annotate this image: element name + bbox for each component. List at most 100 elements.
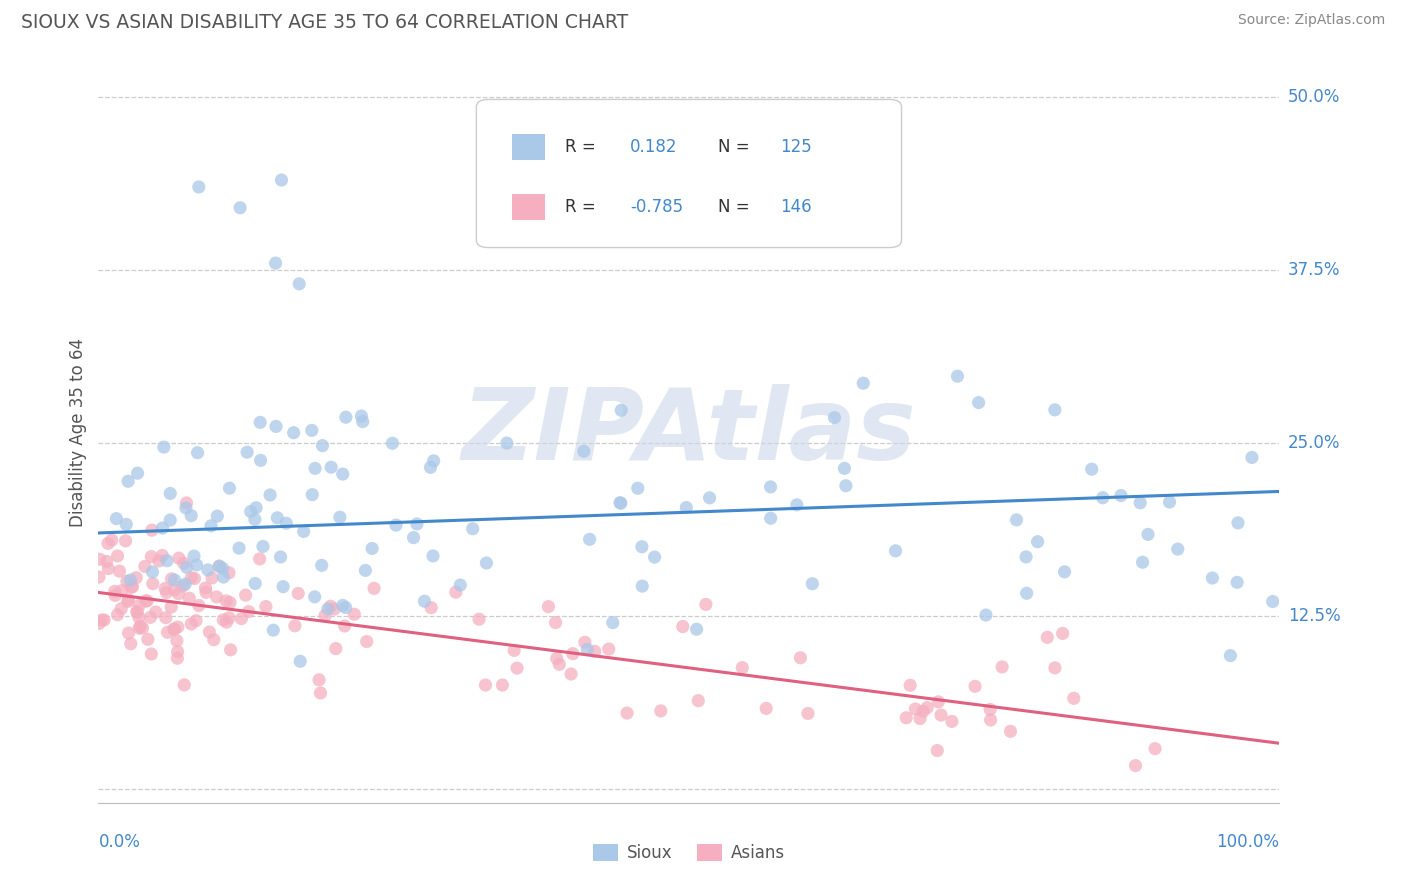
Point — [254, 599, 277, 614]
Point — [184, 614, 207, 628]
Point — [212, 570, 235, 584]
Point — [786, 498, 808, 512]
Point — [335, 600, 357, 615]
Point — [128, 610, 150, 624]
Point — [1015, 549, 1038, 564]
Point — [576, 642, 599, 657]
Point — [139, 610, 162, 624]
Point — [141, 565, 163, 579]
Point — [301, 423, 323, 437]
Point — [1240, 450, 1263, 465]
Point — [104, 588, 127, 602]
Point — [967, 395, 990, 409]
Point — [262, 623, 284, 637]
Point — [166, 651, 188, 665]
Point — [156, 554, 179, 568]
Point — [120, 573, 142, 587]
Point — [361, 541, 384, 556]
Point — [1219, 648, 1241, 663]
Point — [156, 625, 179, 640]
Point — [245, 576, 267, 591]
Point — [249, 453, 271, 467]
Point — [991, 660, 1014, 674]
Point — [402, 531, 425, 545]
Point — [174, 577, 197, 591]
Point — [215, 615, 238, 629]
Point — [117, 626, 139, 640]
Point — [461, 522, 484, 536]
Point — [187, 446, 209, 460]
Point — [215, 594, 238, 608]
Point — [107, 607, 129, 622]
Point — [125, 606, 148, 620]
Point — [110, 601, 132, 615]
Point — [602, 615, 624, 630]
Point — [627, 481, 650, 495]
Point — [965, 679, 987, 693]
Point — [449, 578, 471, 592]
Point — [166, 645, 188, 659]
Point — [141, 549, 163, 564]
Text: 125: 125 — [780, 138, 811, 156]
Point — [183, 549, 205, 563]
Point — [183, 571, 205, 585]
Point — [100, 533, 122, 547]
Text: 37.5%: 37.5% — [1288, 261, 1340, 279]
Point — [218, 611, 240, 625]
Legend: Sioux, Asians: Sioux, Asians — [586, 837, 792, 869]
Point — [180, 508, 202, 523]
Point — [915, 700, 938, 714]
Point — [249, 552, 271, 566]
Text: 25.0%: 25.0% — [1288, 434, 1340, 452]
Point — [672, 619, 695, 633]
Point — [90, 613, 112, 627]
Point — [325, 641, 347, 656]
Point — [1036, 630, 1059, 644]
Point — [537, 599, 560, 614]
Point — [1129, 496, 1152, 510]
Point — [187, 180, 209, 194]
Point — [87, 570, 110, 584]
Point — [173, 678, 195, 692]
Point — [134, 559, 156, 574]
Point — [616, 706, 638, 720]
Point — [141, 647, 163, 661]
Point — [974, 608, 997, 623]
Point — [852, 376, 875, 391]
Point — [159, 486, 181, 500]
Point — [167, 551, 190, 566]
Point — [329, 510, 352, 524]
Point — [128, 621, 150, 635]
Point — [197, 563, 219, 577]
Point — [292, 524, 315, 539]
Point — [413, 594, 436, 608]
Point — [218, 566, 240, 580]
Point — [316, 602, 339, 616]
Point — [343, 607, 366, 622]
Point — [125, 604, 148, 618]
Point — [929, 708, 952, 723]
Point — [422, 454, 444, 468]
Point — [155, 610, 177, 624]
FancyBboxPatch shape — [512, 134, 546, 160]
Text: Source: ZipAtlas.com: Source: ZipAtlas.com — [1237, 13, 1385, 28]
Point — [259, 488, 281, 502]
Point — [335, 410, 357, 425]
Point — [236, 445, 259, 459]
Point — [309, 686, 332, 700]
Point — [108, 564, 131, 578]
Point — [1063, 691, 1085, 706]
Point — [198, 625, 221, 640]
Point — [578, 533, 600, 547]
Point — [105, 511, 128, 525]
Point — [120, 637, 142, 651]
Point — [731, 660, 754, 674]
Point — [219, 596, 242, 610]
Point — [475, 556, 498, 570]
Point — [142, 576, 165, 591]
Point — [1053, 565, 1076, 579]
Point — [759, 511, 782, 525]
Point — [271, 580, 294, 594]
Point — [468, 612, 491, 626]
Text: 0.0%: 0.0% — [98, 833, 141, 851]
